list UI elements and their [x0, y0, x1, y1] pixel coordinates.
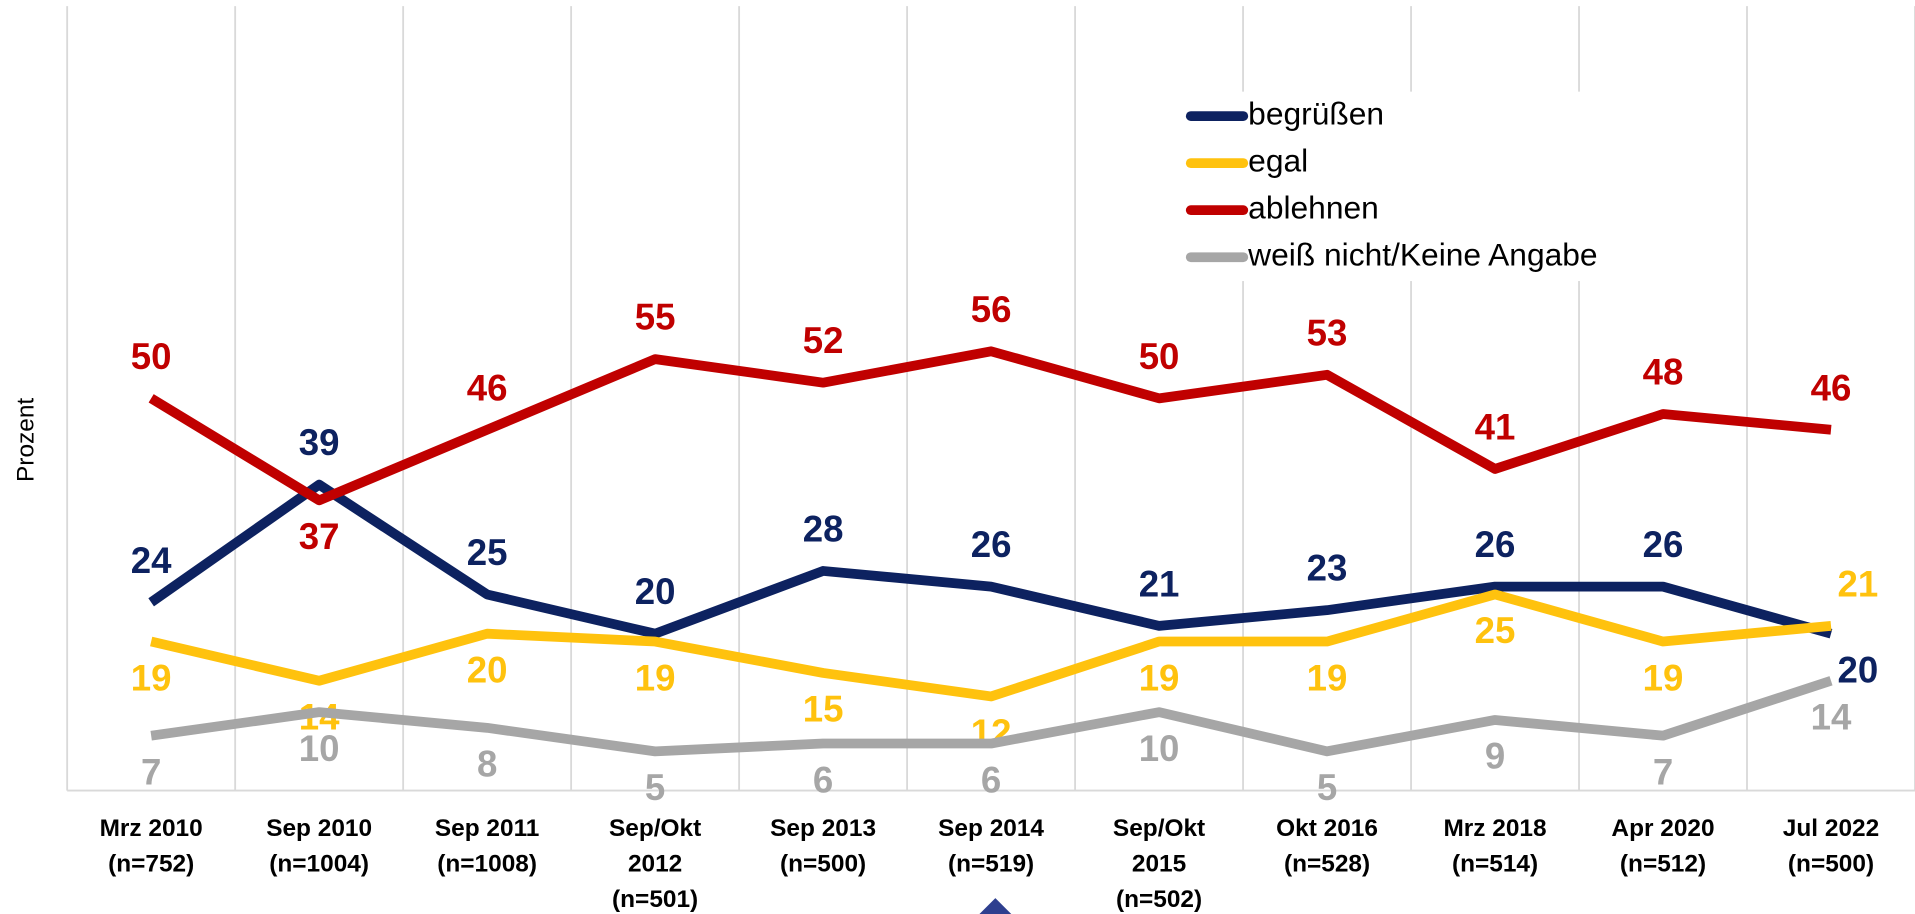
- data-label: 19: [131, 657, 172, 698]
- data-label: 41: [1475, 407, 1516, 448]
- data-label: 46: [467, 367, 508, 408]
- data-label: 14: [1811, 697, 1852, 738]
- x-tick-label: Sep 2013: [770, 815, 876, 842]
- x-tick-label: (n=752): [108, 851, 194, 878]
- data-label: 56: [971, 289, 1012, 330]
- data-label: 19: [1139, 657, 1180, 698]
- data-label: 46: [1811, 367, 1852, 408]
- y-axis-label: Prozent: [12, 398, 39, 482]
- data-label: 25: [1475, 610, 1516, 651]
- data-label: 37: [299, 516, 340, 557]
- x-tick-label: Sep 2010: [266, 815, 372, 842]
- data-label: 8: [477, 744, 497, 785]
- x-tick-label: Sep/Okt: [609, 815, 701, 842]
- data-label: 19: [1307, 657, 1348, 698]
- x-tick-label: (n=1004): [269, 851, 369, 878]
- x-tick-label: Mrz 2010: [100, 815, 203, 842]
- data-label: 26: [1643, 524, 1684, 565]
- data-label: 52: [803, 320, 844, 361]
- x-tick-label: (n=514): [1452, 851, 1538, 878]
- data-label: 55: [635, 297, 676, 338]
- data-label: 26: [1475, 524, 1516, 565]
- data-label: 5: [1317, 767, 1337, 808]
- data-label: 7: [141, 751, 161, 792]
- x-tick-label: (n=519): [948, 851, 1034, 878]
- x-tick-label: Sep/Okt: [1113, 815, 1205, 842]
- data-label: 21: [1838, 563, 1879, 604]
- data-label: 21: [1139, 563, 1180, 604]
- x-tick-label: Apr 2020: [1611, 815, 1714, 842]
- x-tick-label: (n=528): [1284, 851, 1370, 878]
- data-label: 23: [1307, 548, 1348, 589]
- x-tick-label: 2012: [628, 851, 682, 878]
- data-label: 19: [1643, 657, 1684, 698]
- x-tick-label: Okt 2016: [1276, 815, 1378, 842]
- data-label: 20: [635, 571, 676, 612]
- x-tick-label: (n=502): [1116, 886, 1202, 913]
- legend-label: weiß nicht/Keine Angabe: [1247, 237, 1597, 273]
- series-line: [148, 479, 1833, 639]
- data-label: 6: [981, 759, 1001, 800]
- data-label: 5: [645, 767, 665, 808]
- data-label: 39: [299, 422, 340, 463]
- x-tick-label: Sep 2014: [938, 815, 1044, 842]
- x-tick-label: (n=501): [612, 886, 698, 913]
- x-tick-label: (n=500): [780, 851, 866, 878]
- legend-background: [1172, 91, 1686, 282]
- x-tick-label: Mrz 2018: [1443, 815, 1546, 842]
- data-label: 6: [813, 759, 833, 800]
- series-line: [150, 589, 1832, 702]
- data-label: 50: [1139, 336, 1180, 377]
- data-label: 48: [1643, 352, 1684, 393]
- legend-label: egal: [1248, 143, 1308, 179]
- x-tick-label: 2015: [1132, 851, 1186, 878]
- legend-label: begrüßen: [1248, 95, 1384, 131]
- x-tick-label: Sep 2011: [435, 815, 540, 842]
- x-tick-label: (n=512): [1620, 851, 1706, 878]
- x-tick-label: (n=1008): [437, 851, 537, 878]
- data-label: 9: [1485, 736, 1505, 777]
- data-label: 28: [803, 508, 844, 549]
- data-label: 26: [971, 524, 1012, 565]
- series-line: [148, 346, 1832, 506]
- data-label: 19: [635, 657, 676, 698]
- data-label: 7: [1653, 751, 1673, 792]
- legend-label: ablehnen: [1248, 190, 1379, 226]
- data-label: 24: [131, 540, 172, 581]
- series-line: [150, 676, 1833, 757]
- data-label: 15: [803, 689, 844, 730]
- data-label: 20: [1838, 649, 1879, 690]
- data-label: 50: [131, 336, 172, 377]
- data-label: 25: [467, 532, 508, 573]
- x-tick-label: Jul 2022: [1783, 815, 1879, 842]
- data-label: 10: [1139, 728, 1180, 769]
- data-label: 53: [1307, 312, 1348, 353]
- data-label: 20: [467, 649, 508, 690]
- x-tick-label: (n=500): [1788, 851, 1874, 878]
- decoration: [979, 898, 1012, 914]
- data-label: 10: [299, 728, 340, 769]
